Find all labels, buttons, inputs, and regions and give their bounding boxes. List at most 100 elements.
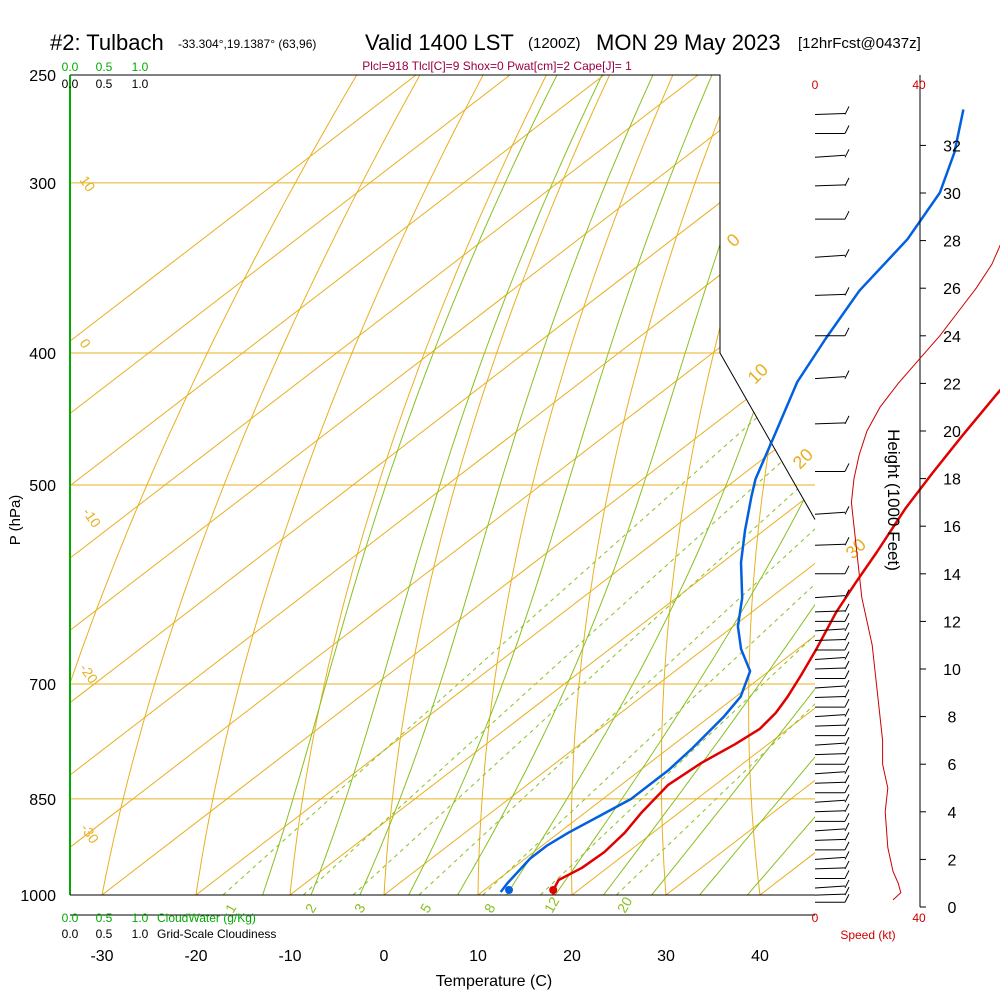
height-tick-label: 2	[948, 852, 957, 869]
height-tick-label: 20	[943, 424, 961, 441]
isotherm-line	[0, 51, 1000, 924]
height-tick-label: 24	[943, 329, 961, 346]
moist-adiabat-label: 20	[789, 445, 817, 473]
surface-temperature-point	[549, 886, 557, 894]
mixing-ratio-label: 8	[481, 901, 499, 916]
wind-barb-staff	[815, 811, 845, 812]
title-utc: (1200Z)	[528, 35, 581, 52]
params-line: Plcl=918 Tlcl[C]=9 Shox=0 Pwat[cm]=2 Cap…	[362, 59, 632, 73]
height-tick-label: 10	[943, 662, 961, 679]
mixing-ratio-label: 5	[417, 901, 435, 916]
isotherm-line	[534, 51, 1000, 924]
wind-barb	[815, 416, 849, 424]
wind-barb	[815, 794, 849, 802]
temperature-tick-label: 30	[657, 948, 675, 965]
wind-panel: 0246810121416182022242628303200404080801…	[812, 75, 1000, 925]
wind-barb-staff	[815, 839, 845, 840]
cloudiness-tick-bottom: 1.0	[132, 927, 149, 941]
dry-adiabat-line	[661, 51, 808, 924]
wind-barb-flag	[845, 642, 849, 650]
height-axis-label: Height (1000 Feet)	[884, 429, 903, 571]
wind-barb	[815, 566, 849, 574]
wind-barb-staff	[815, 868, 845, 869]
mixing-ratio-label: 3	[351, 901, 369, 916]
wind-barb-staff	[815, 113, 845, 114]
wind-barb-staff	[815, 657, 845, 659]
wind-barb	[815, 149, 849, 157]
wind-barb-flag	[845, 680, 849, 688]
dry-adiabat-line	[192, 51, 496, 924]
wind-barb-flag	[845, 737, 849, 745]
isotherm-line	[0, 51, 917, 924]
wind-barb-flag	[845, 126, 849, 134]
wind-barb	[815, 661, 849, 669]
wind-barb-staff	[815, 725, 845, 726]
cloudiness-tick-top: 0.0	[62, 77, 79, 91]
isotherm-line	[0, 51, 1000, 924]
wind-barb-flag	[845, 416, 849, 424]
wind-barb-flag	[845, 463, 849, 471]
wind-barb	[815, 894, 849, 902]
wind-barb-flag	[845, 728, 849, 736]
wind-barb-flag	[845, 604, 849, 612]
wind-barb-flag	[845, 894, 849, 902]
title-date: MON 29 May 2023	[596, 30, 781, 55]
dry-adiabat-line	[1, 51, 371, 924]
moist-adiabat-line	[535, 51, 980, 924]
wind-barb	[815, 756, 849, 764]
wind-barb	[815, 887, 849, 895]
wind-barb-flag	[845, 178, 849, 186]
height-tick-label: 32	[943, 138, 961, 155]
wind-barb	[815, 832, 849, 840]
wind-barb-flag	[845, 623, 849, 631]
wind-barb-flag	[845, 747, 849, 755]
dry-adiabat-line	[383, 51, 621, 924]
wind-barb-staff	[815, 886, 845, 888]
x-axis-label: Temperature (C)	[436, 973, 552, 990]
temperature-tick-label: 40	[751, 948, 769, 965]
speed-tick-top: 40	[912, 78, 926, 92]
wind-barb-flag	[845, 632, 849, 640]
wind-barb	[815, 775, 849, 783]
wind-barb-flag	[845, 823, 849, 831]
wind-barb-flag	[845, 287, 849, 295]
pressure-tick-label: 700	[29, 677, 56, 694]
surface-dewpoint-point	[505, 886, 513, 894]
wind-barb	[815, 632, 849, 640]
wind-barb	[815, 651, 849, 659]
cloudwater-tick-top: 0.5	[96, 60, 113, 74]
wind-speed-line	[851, 122, 1000, 900]
wind-barb-flag	[845, 249, 849, 257]
wind-barb	[815, 126, 849, 134]
wind-barb-staff	[815, 544, 845, 545]
wind-barb	[815, 861, 849, 869]
wind-barb-staff	[815, 894, 845, 895]
wind-barb	[815, 842, 849, 850]
wind-barb	[815, 249, 849, 257]
wind-barb-flag	[845, 613, 849, 621]
cloudwater-tick-bottom: 0.5	[96, 911, 113, 925]
wind-barb-staff	[815, 596, 845, 598]
wind-barb-flag	[845, 794, 849, 802]
dry-adiabat-label: -30	[78, 821, 103, 847]
speed-tick-bottom: 0	[812, 911, 819, 925]
isotherm-line	[0, 51, 823, 924]
wind-barb	[815, 804, 849, 812]
wind-barb-flag	[845, 813, 849, 821]
dry-adiabat-label: 10	[77, 173, 99, 195]
cloudwater-tick-bottom: 1.0	[132, 911, 149, 925]
wind-barb	[815, 699, 849, 707]
pressure-tick-label: 300	[29, 176, 56, 193]
height-tick-label: 26	[943, 281, 961, 298]
wind-barb-staff	[815, 639, 845, 640]
height-tick-label: 30	[943, 186, 961, 203]
wind-barb	[815, 870, 849, 878]
pressure-tick-label: 1000	[20, 888, 56, 905]
cloudwater-tick-bottom: 0.0	[62, 911, 79, 925]
height-tick-label: 14	[943, 567, 961, 584]
wind-barb-flag	[845, 851, 849, 859]
wind-barb-flag	[845, 718, 849, 726]
cloudiness-label: Grid-Scale Cloudiness	[157, 927, 276, 941]
wind-barb	[815, 371, 849, 379]
